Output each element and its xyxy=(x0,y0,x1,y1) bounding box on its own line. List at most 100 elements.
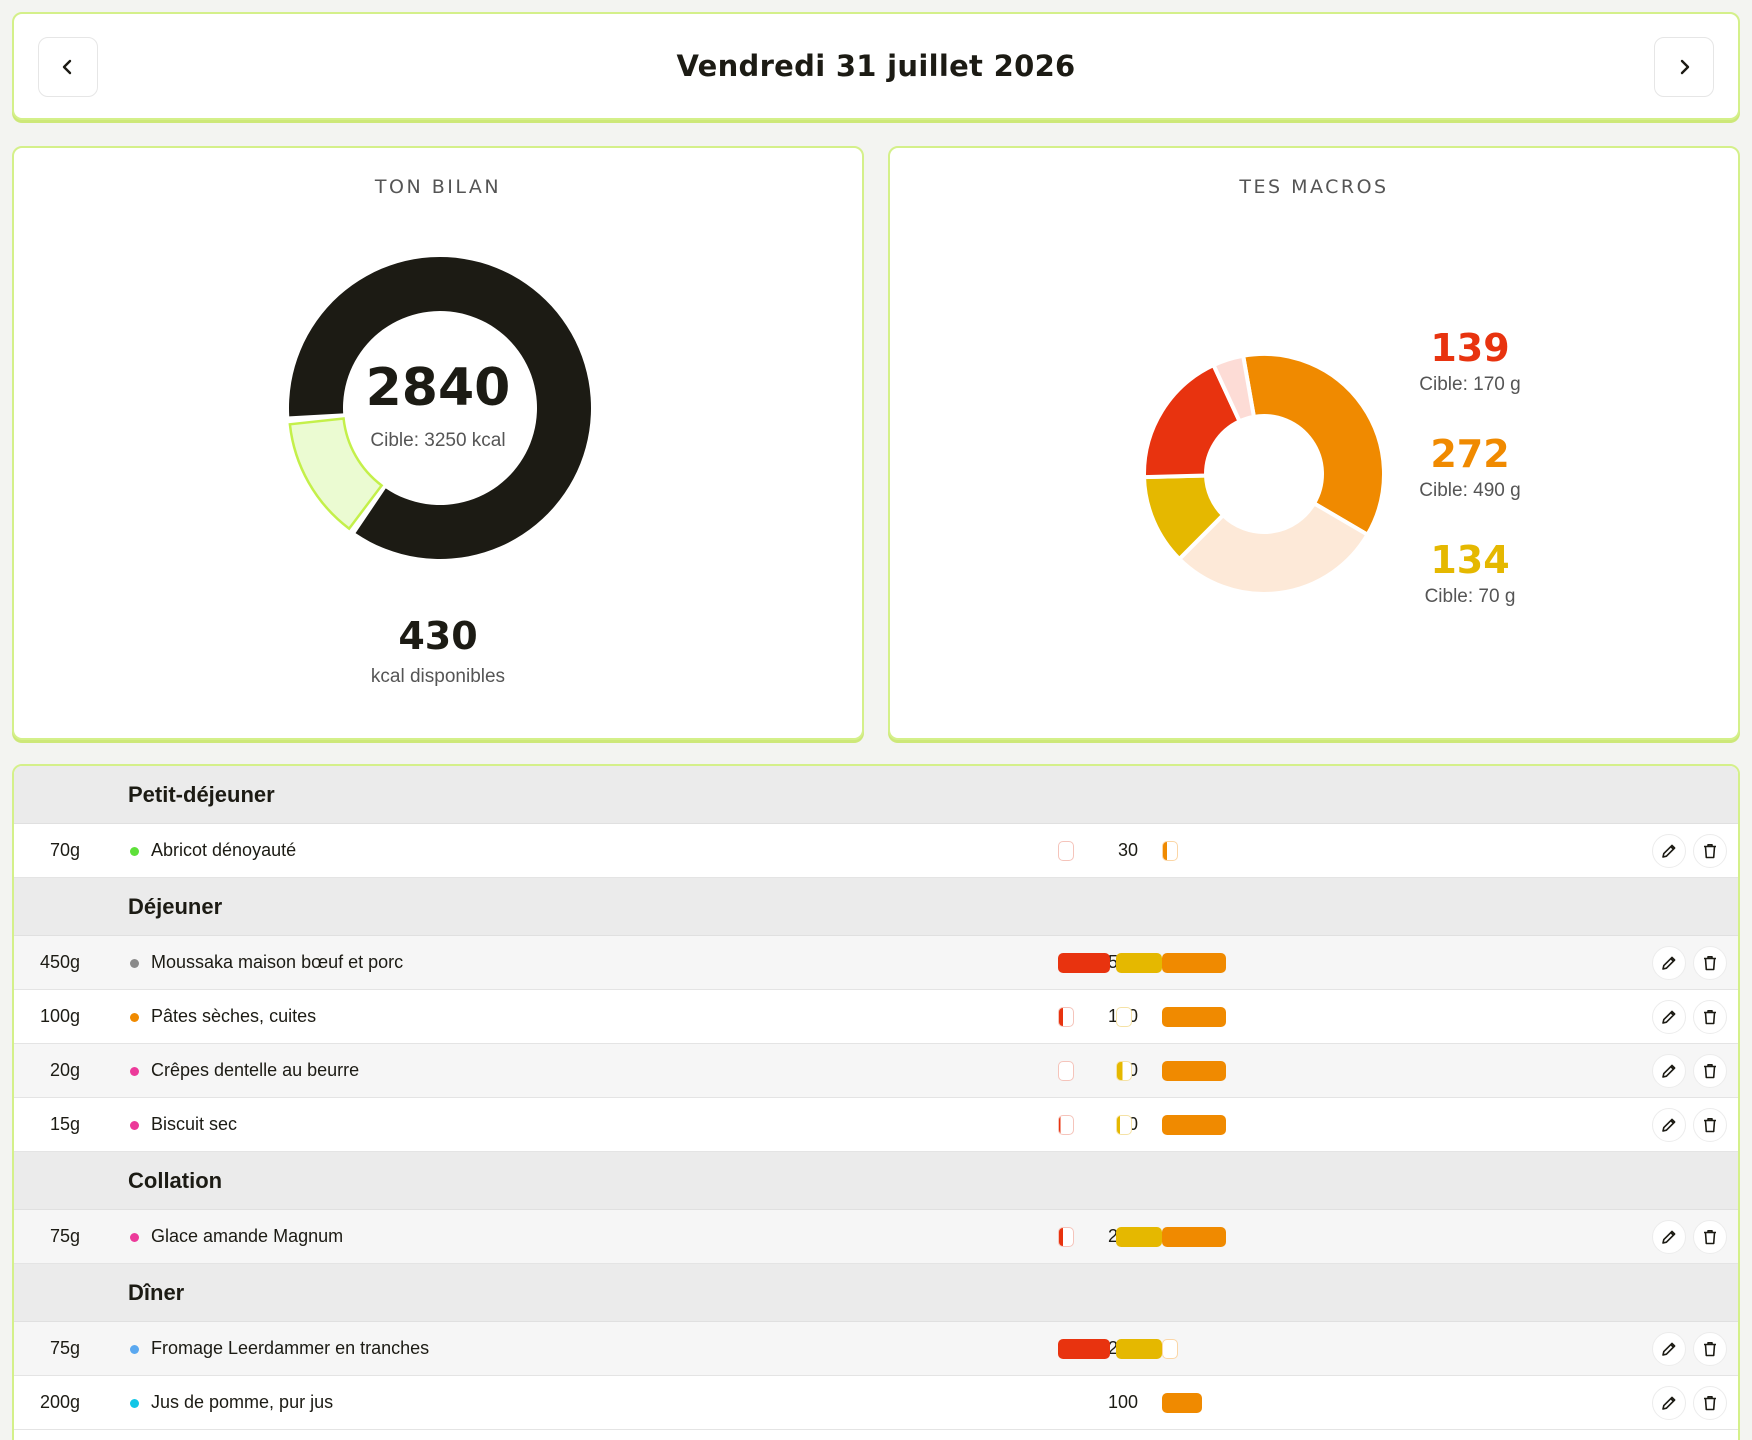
food-quantity: 15g xyxy=(49,1114,80,1134)
food-quantity: 100g xyxy=(39,1006,80,1026)
protein-bar xyxy=(1058,1227,1074,1247)
food-name: Abricot dénoyauté xyxy=(151,840,297,860)
fat-bar xyxy=(1116,953,1162,973)
food-row: 70g Abricot dénoyauté 30 xyxy=(14,824,1738,878)
protein-value: 139 xyxy=(1430,326,1510,370)
calories-target: Cible: 3250 kcal xyxy=(370,430,506,451)
consumed-arc xyxy=(289,257,591,559)
food-quantity: 450g xyxy=(39,952,80,972)
food-quantity: 75g xyxy=(49,1338,80,1358)
meal-section-header: Dîner xyxy=(14,1264,1738,1322)
macros-title: TES MACROS xyxy=(1239,176,1389,198)
carbs-bar xyxy=(1162,1227,1226,1247)
fat-summary: 134 Cible: 70 g xyxy=(1390,538,1550,608)
pencil-icon xyxy=(1662,844,1676,858)
food-name: Crêpes dentelle au beurre xyxy=(151,1060,360,1080)
chevron-left-icon xyxy=(62,59,72,75)
trash-icon xyxy=(1704,1342,1716,1357)
macros-donut-chart xyxy=(1141,352,1386,596)
bilan-title: TON BILAN xyxy=(374,176,502,198)
remaining-arc xyxy=(288,417,384,531)
food-quantity: 200g xyxy=(39,1392,80,1412)
trash-icon xyxy=(1704,844,1716,859)
protein-bar xyxy=(1058,1061,1074,1081)
carbs-remaining-arc xyxy=(1176,500,1371,596)
edit-food-button[interactable] xyxy=(1652,1108,1686,1142)
delete-food-button[interactable] xyxy=(1693,1000,1727,1034)
food-category-dot xyxy=(130,1345,139,1354)
delete-food-button[interactable] xyxy=(1693,1054,1727,1088)
carbs-bar xyxy=(1162,953,1226,973)
delete-food-button[interactable] xyxy=(1693,1220,1727,1254)
protein-bar xyxy=(1058,841,1074,861)
calories-remaining: 430 xyxy=(398,614,478,658)
edit-food-button[interactable] xyxy=(1652,834,1686,868)
meal-section-header: Petit-déjeuner xyxy=(14,766,1738,824)
carbs-bar xyxy=(1162,1115,1226,1135)
next-day-button[interactable] xyxy=(1654,37,1714,97)
carbs-summary: 272 Cible: 490 g xyxy=(1390,432,1550,502)
food-category-dot xyxy=(130,847,139,856)
chevron-right-icon xyxy=(1680,59,1690,75)
trash-icon xyxy=(1704,1118,1716,1133)
trash-icon xyxy=(1704,1230,1716,1245)
food-category-dot xyxy=(130,1067,139,1076)
edit-food-button[interactable] xyxy=(1652,1220,1686,1254)
fat-bar xyxy=(1116,1061,1132,1081)
date-title: Vendredi 31 juillet 2026 xyxy=(676,49,1076,83)
food-category-dot xyxy=(130,1121,139,1130)
food-name: Fromage Leerdammer en tranches xyxy=(151,1338,430,1358)
meal-section-header: Collation xyxy=(14,1152,1738,1210)
delete-food-button[interactable] xyxy=(1693,1108,1727,1142)
trash-icon xyxy=(1704,956,1716,971)
calorie-donut-chart xyxy=(288,257,591,559)
food-name: Glace amande Magnum xyxy=(151,1226,344,1246)
protein-summary: 139 Cible: 170 g xyxy=(1390,326,1550,396)
pencil-icon xyxy=(1662,1118,1676,1132)
previous-day-button[interactable] xyxy=(38,37,98,97)
fat-bar xyxy=(1116,1007,1132,1027)
trash-icon xyxy=(1704,1064,1716,1079)
food-quantity: 20g xyxy=(49,1060,80,1080)
protein-consumed-arc xyxy=(1142,362,1243,480)
protein-bar xyxy=(1058,1339,1110,1359)
edit-food-button[interactable] xyxy=(1652,1054,1686,1088)
food-name: Pâtes sèches, cuites xyxy=(151,1006,317,1026)
date-header: Vendredi 31 juillet 2026 xyxy=(12,12,1740,120)
delete-food-button[interactable] xyxy=(1693,834,1727,868)
pencil-icon xyxy=(1662,956,1676,970)
delete-food-button[interactable] xyxy=(1693,1386,1727,1420)
protein-target: Cible: 170 g xyxy=(1419,374,1521,395)
calories-remaining-label: kcal disponibles xyxy=(370,666,506,687)
food-name: Biscuit sec xyxy=(151,1114,238,1134)
food-category-dot xyxy=(130,959,139,968)
macros-card: TES MACROS 139 Cible: 170 g 272 Cible: 4… xyxy=(888,146,1740,740)
food-category-dot xyxy=(130,1013,139,1022)
carbs-target: Cible: 490 g xyxy=(1419,480,1521,501)
edit-food-button[interactable] xyxy=(1652,1000,1686,1034)
carbs-bar xyxy=(1162,1393,1202,1413)
protein-bar xyxy=(1058,1007,1074,1027)
delete-food-button[interactable] xyxy=(1693,1332,1727,1366)
edit-food-button[interactable] xyxy=(1652,1332,1686,1366)
food-category-dot xyxy=(130,1233,139,1242)
protein-bar xyxy=(1058,953,1110,973)
delete-food-button[interactable] xyxy=(1693,946,1727,980)
pencil-icon xyxy=(1662,1396,1676,1410)
edit-food-button[interactable] xyxy=(1652,1386,1686,1420)
food-name: Jus de pomme, pur jus xyxy=(151,1392,334,1412)
food-quantity: 70g xyxy=(49,840,80,860)
fat-value: 134 xyxy=(1430,538,1510,582)
fat-bar xyxy=(1116,1339,1162,1359)
carbs-bar xyxy=(1162,841,1178,861)
meal-section-header: Déjeuner xyxy=(14,878,1738,936)
edit-food-button[interactable] xyxy=(1652,946,1686,980)
protein-bar xyxy=(1058,1115,1074,1135)
pencil-icon xyxy=(1662,1230,1676,1244)
food-kcal: 100 xyxy=(1107,1392,1138,1412)
food-category-dot xyxy=(130,1399,139,1408)
carbs-bar xyxy=(1162,1007,1226,1027)
